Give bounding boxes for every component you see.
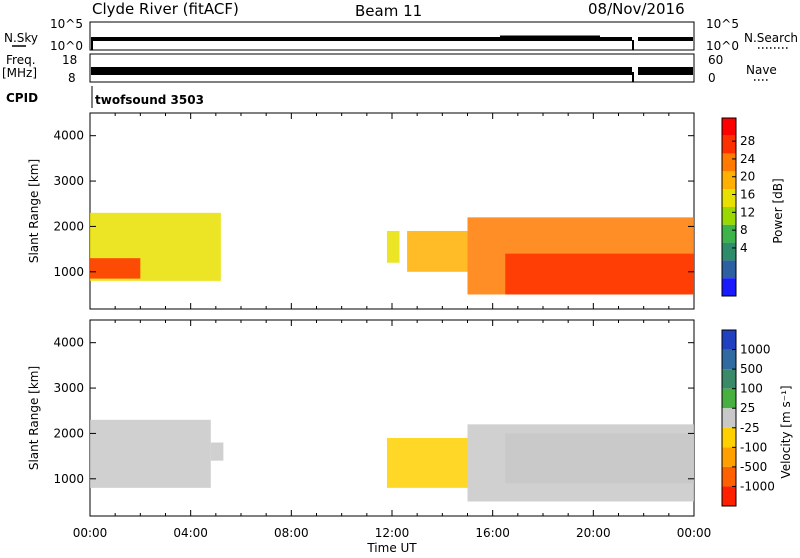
velocity-colorbar-label: Velocity [m s⁻¹] <box>779 385 793 478</box>
y-tick-label: 1000 <box>53 265 84 279</box>
colorbar-swatch <box>722 447 736 467</box>
beam-title: Beam 11 <box>355 2 422 20</box>
nave-tick-top: 60 <box>708 53 723 67</box>
freq-tick-top: 18 <box>62 53 77 67</box>
colorbar-tick-label: 1000 <box>740 343 771 357</box>
colorbar-tick-label: 12 <box>740 205 755 219</box>
colorbar-tick-label: 25 <box>740 401 755 415</box>
nsky-tick-top: 10^5 <box>50 17 83 31</box>
y-tick-label: 2000 <box>53 426 84 440</box>
colorbar-swatch <box>722 486 736 506</box>
echo-region-3 <box>407 230 468 272</box>
colorbar-frame <box>721 117 737 297</box>
nave-label: Nave <box>746 63 777 77</box>
echo-region-4 <box>505 433 694 484</box>
date-title: 08/Nov/2016 <box>588 0 685 18</box>
nsearch-tick-bottom: 10^0 <box>706 39 739 53</box>
echo-region-2 <box>386 437 468 488</box>
velocity-panel: 4000 3000 2000 1000 <box>53 319 695 517</box>
y-tick-label: 3000 <box>53 381 84 395</box>
x-tick-label: 12:00 <box>375 526 410 540</box>
power-y-ticks: 4000 3000 2000 1000 <box>53 113 695 309</box>
x-tick-label: 16:00 <box>475 526 510 540</box>
y-tick-label: 4000 <box>53 336 84 350</box>
x-tick-label: 00:00 <box>73 526 108 540</box>
freq-label-1: Freq. <box>6 53 36 67</box>
y-tick-label: 2000 <box>53 219 84 233</box>
colorbar-tick-label: -1000 <box>740 479 775 493</box>
x-tick-label: 04:00 <box>173 526 208 540</box>
colorbar-tick-label: 20 <box>740 170 755 184</box>
colorbar-tick-label: 8 <box>740 223 748 237</box>
colorbar-swatch <box>722 118 736 136</box>
colorbar-swatch <box>722 189 736 207</box>
power-echo-regions <box>90 212 694 295</box>
velocity-y-ticks: 4000 3000 2000 1000 <box>53 320 695 516</box>
colorbar-swatch <box>722 153 736 172</box>
colorbar-swatch <box>722 207 736 225</box>
colorbar-swatch <box>722 388 736 409</box>
x-tick-label: 08:00 <box>274 526 309 540</box>
colorbar-swatch <box>722 369 736 389</box>
colorbar-tick-label: 16 <box>740 188 755 202</box>
freq-tick-bottom: 8 <box>68 71 76 85</box>
velocity-echo-regions <box>90 419 694 502</box>
colorbar-tick-label: 100 <box>740 382 763 396</box>
y-tick-label: 1000 <box>53 472 84 486</box>
colorbar-tick-label: -25 <box>740 421 760 435</box>
cpid-label: CPID <box>6 91 38 105</box>
x-tick-label: 00:00 <box>677 526 712 540</box>
echo-region-5 <box>505 253 694 295</box>
x-tick-label: 20:00 <box>576 526 611 540</box>
colorbar-tick-label: 28 <box>740 134 755 148</box>
y-tick-label: 4000 <box>53 129 84 143</box>
echo-region-1 <box>90 258 141 279</box>
colorbar-tick-label: 500 <box>740 362 763 376</box>
y-tick-label: 3000 <box>53 174 84 188</box>
colorbar-tick-label: 4 <box>740 241 748 255</box>
freq-strip <box>89 53 695 83</box>
colorbar-swatch <box>722 330 736 350</box>
nsky-strip <box>89 21 695 51</box>
nave-tick-bottom: 0 <box>708 71 716 85</box>
cpid-value: twofsound 3503 <box>95 93 204 107</box>
colorbar-swatch <box>722 466 736 487</box>
colorbar-tick-label: -500 <box>740 460 767 474</box>
velocity-colorbar: 1000 500 100 25 -25 -100 -500 -1000 <box>721 329 775 507</box>
colorbar-tick-label: -100 <box>740 440 767 454</box>
echo-region-2 <box>386 230 400 263</box>
colorbar-frame <box>721 329 737 507</box>
power-panel: 4000 3000 2000 1000 <box>53 112 695 310</box>
colorbar-swatch <box>722 349 736 370</box>
colorbar-swatch <box>722 135 736 154</box>
colorbar-swatch <box>722 278 736 296</box>
colorbar-swatch <box>722 427 736 448</box>
colorbar-swatch <box>722 260 736 279</box>
echo-region-1 <box>210 442 224 461</box>
station-title: Clyde River (fitACF) <box>92 0 239 18</box>
colorbar-tick-label: 24 <box>740 152 755 166</box>
colorbar-swatch <box>722 408 736 428</box>
colorbar-swatch <box>722 224 736 243</box>
power-colorbar: 28 24 20 16 12 8 4 <box>721 117 755 297</box>
nsky-label: N.Sky <box>4 31 38 45</box>
colorbar-swatch <box>722 242 736 261</box>
x-axis: 00:00 04:00 08:00 12:00 16:00 20:00 00:00 <box>73 526 712 540</box>
nsearch-tick-top: 10^5 <box>706 17 739 31</box>
velocity-ylabel: Slant Range [km] <box>27 366 41 470</box>
echo-region-0 <box>90 419 211 488</box>
x-axis-label: Time UT <box>366 541 417 554</box>
nsearch-label: N.Search <box>744 31 798 45</box>
freq-label-2: [MHz] <box>2 66 37 80</box>
power-colorbar-label: Power [dB] <box>771 178 785 243</box>
power-ylabel: Slant Range [km] <box>27 159 41 263</box>
colorbar-swatch <box>722 171 736 190</box>
nsky-tick-bottom: 10^0 <box>50 39 83 53</box>
